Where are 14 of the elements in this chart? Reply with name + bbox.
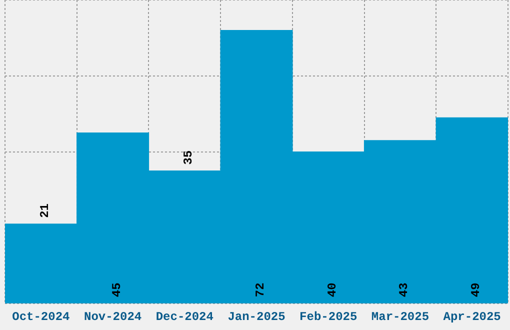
x-tick-label: Oct-2024 [12, 310, 70, 324]
data-label: 43 [397, 282, 412, 298]
data-label: 35 [182, 150, 196, 165]
x-tick-label: Dec-2024 [156, 310, 214, 324]
x-tick-label: Nov-2024 [84, 310, 142, 324]
x-tick-label: Apr-2025 [443, 310, 501, 324]
data-label: 45 [110, 282, 124, 298]
data-label: 21 [38, 204, 52, 218]
x-tick-label: Feb-2025 [300, 310, 358, 324]
x-tick-label: Jan-2025 [228, 310, 286, 324]
data-label: 72 [254, 282, 268, 298]
data-label: 40 [325, 282, 340, 298]
data-label: 49 [469, 282, 484, 298]
x-tick-label: Mar-2025 [371, 310, 430, 324]
